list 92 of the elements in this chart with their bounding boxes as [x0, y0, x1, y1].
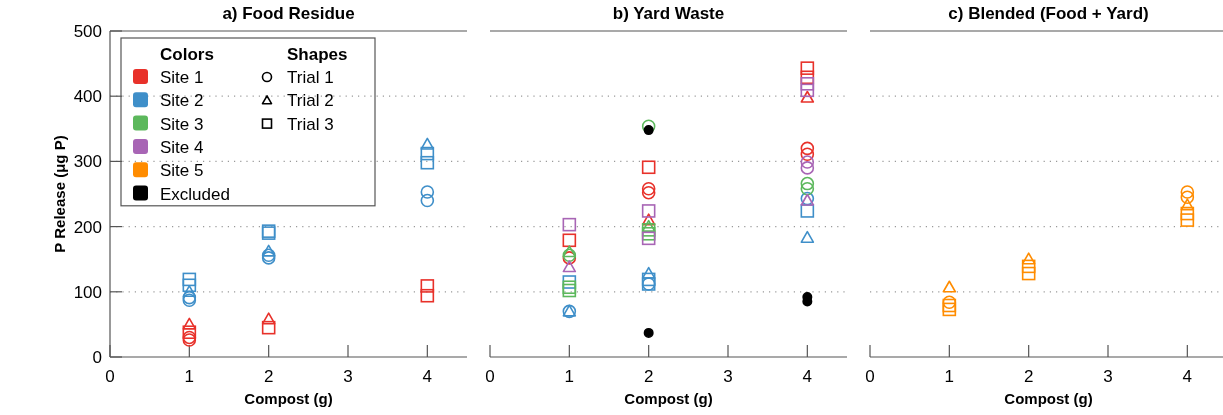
- x-tick-label: 3: [723, 367, 733, 386]
- point: [641, 181, 656, 196]
- point: [182, 317, 197, 330]
- point: [800, 230, 815, 243]
- point: [182, 272, 197, 287]
- y-tick-label: 200: [73, 217, 102, 237]
- point: [261, 244, 276, 257]
- point: [643, 327, 654, 338]
- x-tick-label: 2: [263, 367, 274, 386]
- point: [420, 288, 435, 303]
- annotation: Trial 1: [287, 68, 334, 87]
- point: [641, 204, 656, 218]
- point: [1180, 213, 1195, 227]
- annotation: Shapes: [287, 45, 348, 64]
- legend-title: Colors: [160, 45, 214, 64]
- x-tick-label: 4: [1182, 367, 1193, 386]
- point: [641, 160, 656, 175]
- point: [261, 312, 276, 325]
- x-axis-title: Compost (g): [624, 390, 713, 407]
- point: [800, 77, 815, 91]
- point: [800, 83, 815, 98]
- point: [800, 61, 815, 75]
- point: [1180, 190, 1195, 205]
- x-tick-label: 3: [343, 367, 353, 386]
- y-axis-title: P Release (μg P): [51, 135, 68, 253]
- x-tick-label: 1: [944, 367, 955, 386]
- x-tick-label: 3: [1103, 367, 1113, 386]
- point: [800, 70, 815, 85]
- point: [420, 185, 435, 199]
- point: [420, 137, 435, 150]
- annotation: Trial 2: [287, 91, 334, 111]
- point: [942, 302, 957, 317]
- point: [1180, 185, 1195, 199]
- point: [942, 280, 957, 293]
- annotation: Trial 3: [287, 114, 334, 134]
- point: [1021, 252, 1036, 265]
- point: [562, 217, 577, 232]
- point: [182, 278, 197, 293]
- point: [641, 219, 656, 232]
- category-label: Site 2: [160, 91, 204, 111]
- point: [641, 272, 656, 287]
- point: [641, 119, 656, 133]
- point: [1180, 198, 1195, 211]
- point: [800, 90, 815, 103]
- point: [1021, 266, 1036, 281]
- x-tick-label: 0: [485, 367, 495, 386]
- point: [800, 155, 815, 169]
- point: [420, 146, 435, 161]
- x-axis-title: Compost (g): [244, 390, 333, 407]
- x-tick-label: 1: [184, 367, 195, 386]
- chart-title: c) Blended (Food + Yard): [948, 4, 1149, 23]
- chart-title: b) Yard Waste: [612, 4, 725, 23]
- x-axis-title: Compost (g): [1004, 390, 1093, 407]
- point: [641, 266, 656, 279]
- point: [643, 125, 654, 136]
- x-tick-label: 4: [422, 367, 433, 386]
- y-tick-label: 400: [73, 87, 102, 107]
- category-label: Site 3: [160, 114, 204, 134]
- category-label: Site 1: [160, 68, 204, 87]
- point: [562, 260, 577, 273]
- point: [562, 245, 577, 258]
- point: [182, 325, 197, 340]
- point: [800, 141, 815, 156]
- point: [800, 181, 815, 196]
- category-label: Excluded: [160, 184, 230, 204]
- point: [641, 185, 656, 200]
- point: [562, 233, 577, 248]
- chart-title: a) Food Residue: [222, 4, 355, 23]
- point: [800, 147, 815, 162]
- x-tick-label: 2: [1023, 367, 1034, 386]
- y-tick-label: 500: [73, 22, 102, 41]
- x-tick-label: 4: [802, 367, 813, 386]
- x-tick-label: 2: [643, 367, 654, 386]
- x-tick-label: 0: [105, 367, 115, 386]
- point: [800, 161, 815, 175]
- point: [420, 193, 435, 208]
- category-label: Site 4: [160, 137, 204, 157]
- point: [641, 223, 656, 237]
- point: [420, 279, 435, 293]
- point: [641, 231, 656, 246]
- point: [261, 320, 276, 335]
- category-label: Site 5: [160, 161, 204, 181]
- point: [1180, 206, 1195, 221]
- point: [1021, 259, 1036, 274]
- x-tick-label: 0: [865, 367, 875, 386]
- x-tick-label: 1: [564, 367, 575, 386]
- point: [420, 155, 435, 170]
- y-tick-label: 300: [73, 152, 102, 172]
- y-tick-label: 0: [92, 348, 102, 367]
- point: [800, 176, 815, 191]
- y-tick-label: 100: [73, 282, 102, 302]
- point: [182, 285, 197, 298]
